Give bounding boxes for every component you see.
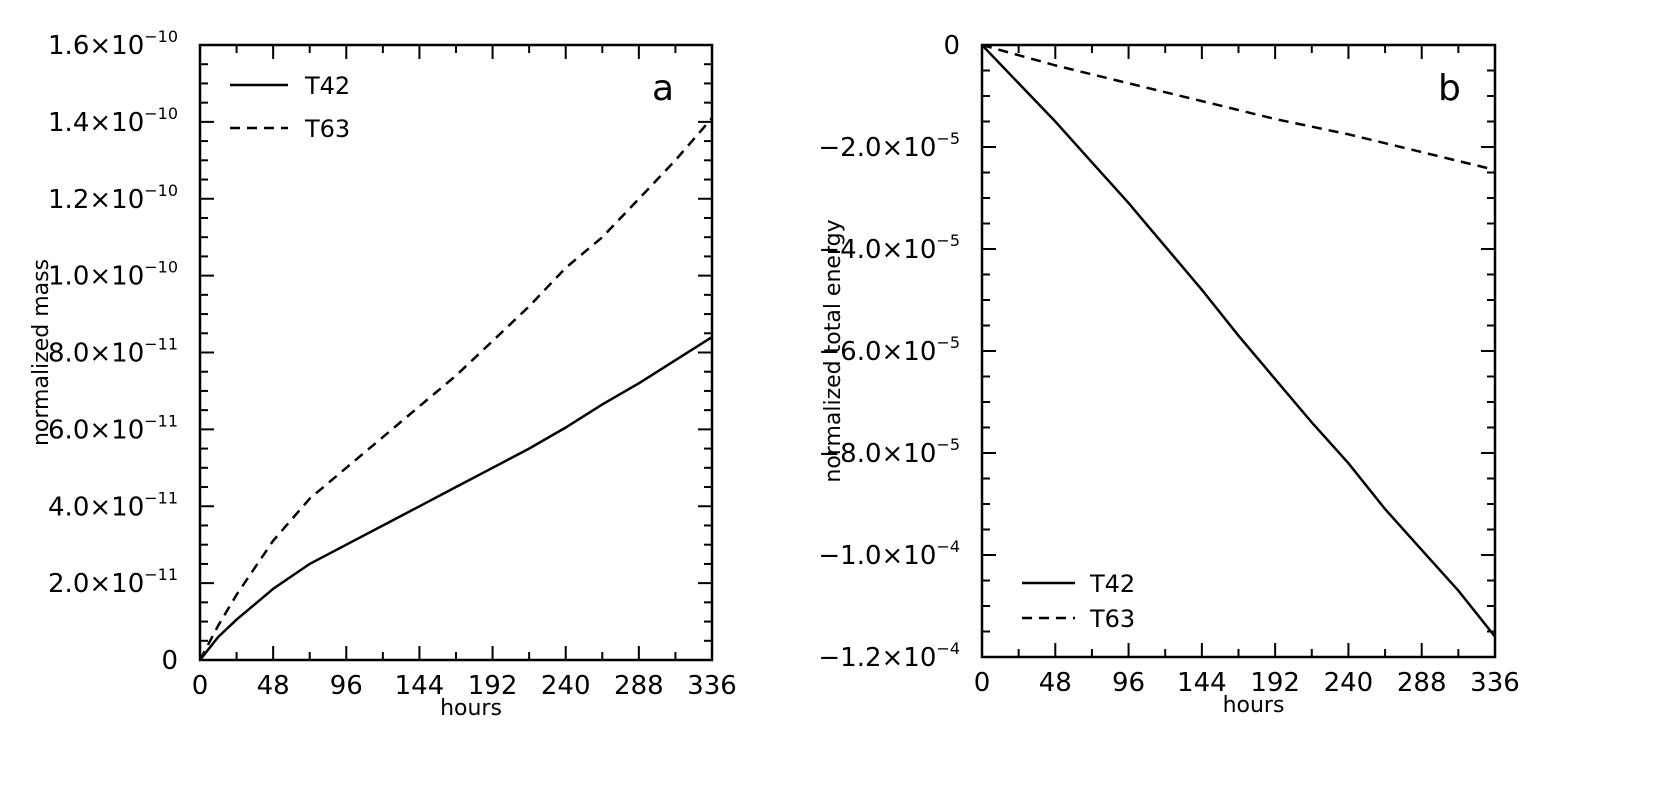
plot-frame: [198, 43, 714, 662]
y-tick-label: −8.0×10−5: [818, 435, 960, 469]
x-tick-label: 96: [330, 671, 363, 701]
y-tick-label: 8.0×10−11: [48, 335, 178, 369]
x-tick-label: 96: [1112, 668, 1145, 698]
legend-label-t42: T42: [304, 72, 350, 100]
x-tick-label: 144: [1177, 668, 1227, 698]
y-tick-label: 6.0×10−11: [48, 411, 178, 445]
series-line-t63: [981, 43, 1496, 172]
legend-label-t63: T63: [304, 115, 350, 143]
x-tick-label: 192: [1250, 668, 1300, 698]
x-tick-label: 48: [1039, 668, 1072, 698]
x-tick-label: 240: [541, 671, 591, 701]
y-tick-label: −2.0×10−5: [818, 129, 960, 163]
y-tick-label: 2.0×10−11: [48, 565, 178, 599]
x-tick-label: 288: [614, 671, 664, 701]
x-tick-label: 0: [192, 671, 209, 701]
y-tick-label: 0: [161, 646, 178, 676]
x-tick-label: 336: [687, 671, 737, 701]
x-tick-label: 144: [395, 671, 445, 701]
y-tick-label: 4.0×10−11: [48, 488, 178, 522]
legend-label-t42: T42: [1089, 570, 1135, 598]
series-line-t63: [198, 117, 713, 661]
y-tick-label: 1.4×10−10: [48, 104, 178, 138]
y-tick-label: 1.6×10−10: [48, 27, 178, 61]
x-axis-title: hours: [440, 696, 502, 721]
x-tick-label: 0: [974, 668, 991, 698]
y-tick-label: −1.0×10−4: [818, 537, 960, 571]
x-tick-label: 288: [1397, 668, 1447, 698]
y-tick-label: −4.0×10−5: [818, 231, 960, 265]
series-line-t42: [199, 336, 713, 661]
x-axis-title: hours: [1223, 693, 1285, 718]
chart-panel-a: 0 48 96 144 192 240 288 336 hours 0 2.0×10−11 4.0×1…: [29, 27, 737, 721]
y-tick-label: 1.2×10−10: [48, 181, 178, 215]
panel-letter: a: [652, 68, 674, 109]
panel-letter: b: [1438, 68, 1461, 109]
y-axis-title: normalized mass: [29, 259, 54, 446]
x-tick-label: 240: [1324, 668, 1374, 698]
y-tick-label: −6.0×10−5: [818, 333, 960, 367]
y-tick-label: 0: [943, 31, 960, 61]
x-tick-label: 192: [468, 671, 518, 701]
plot-frame: [980, 43, 1497, 659]
series-line-t42: [981, 44, 1496, 638]
y-axis-title: normalized total energy: [821, 219, 846, 482]
legend-label-t63: T63: [1089, 605, 1135, 633]
x-tick-label: 48: [257, 671, 290, 701]
y-tick-label: 1.0×10−10: [48, 258, 178, 292]
x-tick-label: 336: [1470, 668, 1520, 698]
chart-panel-b: 0 48 96 144 192 240 288 336 hours 0 −2.0×10−5 −4.0×…: [818, 31, 1519, 718]
y-tick-label: −1.2×10−4: [818, 639, 960, 673]
